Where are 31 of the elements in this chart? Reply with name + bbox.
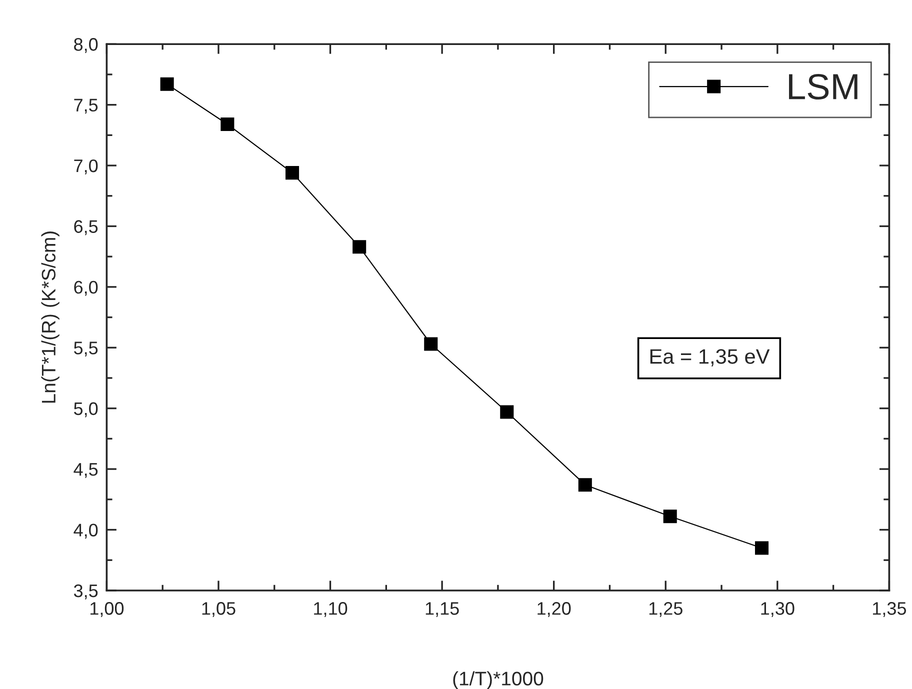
point xyxy=(352,240,366,254)
point xyxy=(160,77,174,91)
x-tick-label: 1,05 xyxy=(202,602,236,617)
point xyxy=(754,541,769,555)
point xyxy=(424,337,438,351)
y-tick-label: 4,5 xyxy=(74,463,98,478)
point xyxy=(663,510,677,524)
x-tick-label: 1,00 xyxy=(90,602,124,617)
point xyxy=(500,405,514,419)
x-tick-label: 1,15 xyxy=(426,602,459,617)
y-tick-label: 7,0 xyxy=(74,159,98,174)
y-tick-label: 6,5 xyxy=(74,220,98,236)
y-tick-label: 6,0 xyxy=(74,280,98,296)
x-tick-label: 1,25 xyxy=(649,602,682,617)
y-axis-title: Ln(T*1/(R) (K*S/cm) xyxy=(41,232,60,403)
legend-label: LSM xyxy=(789,74,858,100)
x-tick-label: 1,35 xyxy=(873,602,906,617)
point xyxy=(220,117,234,131)
y-tick-label: 3,5 xyxy=(74,584,98,600)
point xyxy=(578,478,592,492)
y-tick-label: 7,5 xyxy=(74,98,98,114)
annotation: Ea = 1,35 eV xyxy=(650,349,770,366)
x-tick-label: 1,30 xyxy=(761,602,794,617)
x-tick-label: 1,20 xyxy=(538,602,571,617)
y-tick-label: 4,0 xyxy=(74,524,98,539)
y-tick-label: 5,5 xyxy=(74,342,98,356)
x-axis-title: (1/T)*1000 xyxy=(453,671,544,689)
x-tick-label: 1,10 xyxy=(314,602,348,617)
point xyxy=(285,166,300,180)
y-tick-label: 5,0 xyxy=(74,402,98,418)
y-tick-label: 8,0 xyxy=(74,38,98,53)
